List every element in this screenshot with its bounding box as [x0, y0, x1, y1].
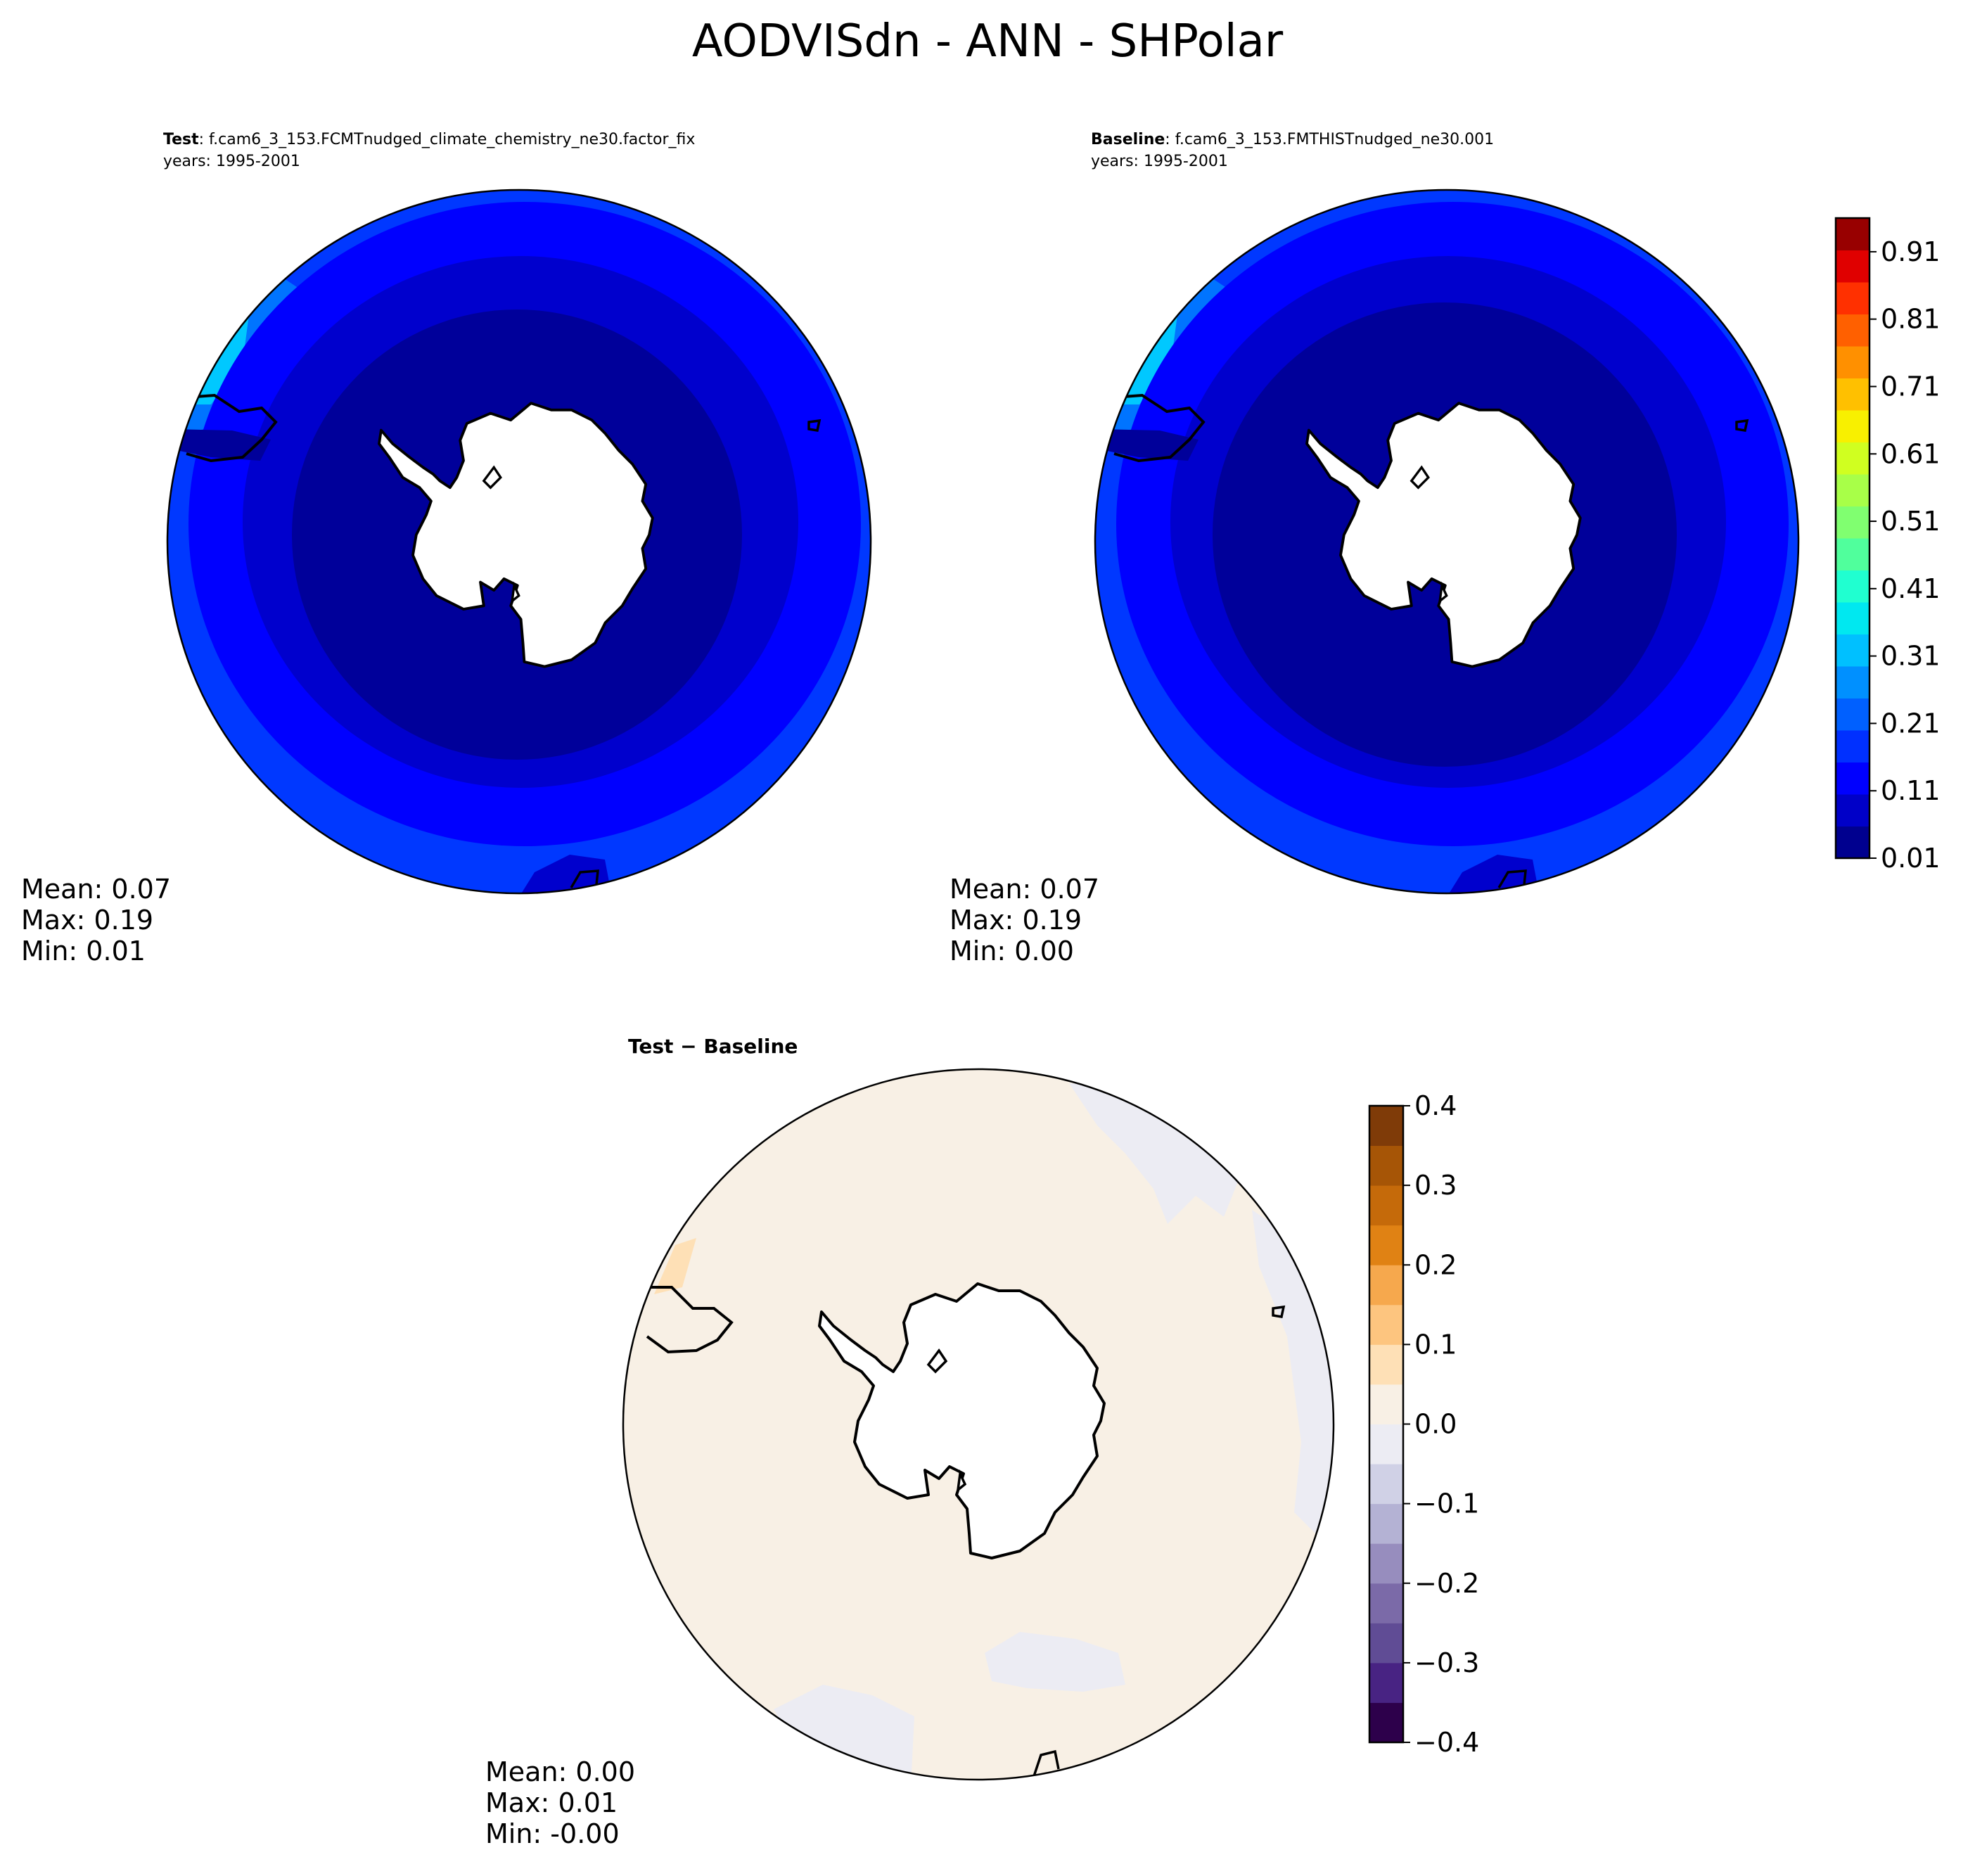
map-difference-pos-patch — [654, 1238, 696, 1294]
colorbar-main-tick-label: 0.41 — [1881, 573, 1941, 604]
map-test-coast-peninsula — [175, 393, 278, 463]
colorbar-main-segment — [1836, 730, 1869, 762]
colorbar-main-segment — [1836, 250, 1869, 283]
map-test-frame — [166, 189, 872, 895]
map-difference-frame — [622, 1068, 1335, 1781]
colorbar-diff-tick-label: −0.3 — [1414, 1647, 1479, 1678]
panel-test-header-bold: Test — [163, 131, 199, 148]
colorbar-diff-segment — [1369, 1424, 1403, 1465]
panel-baseline-header-text: : f.cam6_3_153.FMTHISTnudged_ne30.001 — [1165, 131, 1494, 148]
map-baseline-frame — [1094, 189, 1800, 895]
colorbar-diff-tick-label: 0.3 — [1414, 1170, 1457, 1201]
map-test — [167, 190, 871, 893]
colorbar-diff-tick-label: 0.1 — [1414, 1329, 1457, 1360]
map-baseline — [1095, 190, 1798, 893]
colorbar-main-segment — [1836, 698, 1869, 731]
panel-baseline-min: Min: 0.00 — [950, 936, 1074, 966]
colorbar-main-segment — [1836, 442, 1869, 475]
map-difference-coast-island — [1272, 1305, 1286, 1319]
colorbar-diff-segment — [1369, 1265, 1403, 1306]
colorbar-main-segment — [1836, 282, 1869, 314]
colorbar-diff: −0.4 −0.3 −0.2 −0.1 0.0 0.1 0.2 0.3 0.4 — [1368, 1090, 1479, 1758]
panel-test-years: years: 1995-2001 — [163, 153, 300, 170]
map-difference-neg-patch-top — [1069, 1083, 1238, 1224]
colorbar-diff-tick-label: 0.4 — [1414, 1090, 1457, 1121]
panel-test-min: Min: 0.01 — [21, 936, 146, 966]
panel-baseline-header-bold: Baseline — [1091, 131, 1165, 148]
map-baseline-coast-peninsula — [1103, 393, 1206, 463]
colorbar-main-frame — [1834, 217, 1871, 860]
map-difference-coast-peninsula — [637, 1286, 734, 1354]
colorbar-main-tick-label: 0.61 — [1881, 438, 1941, 469]
colorbar-main-segment — [1836, 570, 1869, 603]
panel-difference-header: Test − Baseline — [628, 1035, 798, 1058]
colorbar-main-segment — [1836, 826, 1869, 859]
colorbar-diff-tick-label: −0.2 — [1414, 1568, 1479, 1599]
colorbar-main-segment — [1836, 602, 1869, 634]
map-difference-neg-patch-bottom — [985, 1632, 1125, 1692]
colorbar-main-segment — [1836, 762, 1869, 795]
map-test-coast-bottom — [570, 869, 599, 888]
colorbar-main-tick-label: 0.21 — [1881, 708, 1941, 739]
colorbar-main-tick-label: 0.11 — [1881, 775, 1941, 806]
panel-baseline-years: years: 1995-2001 — [1091, 153, 1228, 170]
colorbar-diff-segment — [1369, 1225, 1403, 1265]
colorbar-main-segment — [1836, 666, 1869, 698]
panel-baseline-max: Max: 0.19 — [950, 905, 1082, 936]
colorbar-main-tick-label: 0.91 — [1881, 236, 1941, 267]
colorbar-main-segment — [1836, 378, 1869, 411]
panel-test-header: Test: f.cam6_3_153.FCMTnudged_climate_ch… — [163, 131, 695, 148]
colorbar-diff-segment — [1369, 1344, 1403, 1385]
map-baseline-coast-bottom — [1497, 869, 1527, 888]
panel-baseline: Baseline: f.cam6_3_153.FMTHISTnudged_ne3… — [950, 131, 1800, 966]
colorbar-diff-segment — [1369, 1145, 1403, 1186]
map-difference-neg-patch-bottom-left — [774, 1685, 914, 1780]
colorbar-main-segment — [1836, 634, 1869, 667]
colorbar-main-segment — [1836, 218, 1869, 250]
colorbar-diff-segment — [1369, 1702, 1403, 1743]
map-baseline-coast-island — [1735, 419, 1749, 433]
colorbar-diff-tick-label: 0.2 — [1414, 1249, 1457, 1280]
panel-difference-max: Max: 0.01 — [485, 1787, 618, 1818]
map-difference-coast-bottom — [1033, 1749, 1060, 1777]
colorbar-main-tick-label: 0.31 — [1881, 641, 1941, 672]
colorbar-main: 0.01 0.11 0.21 0.31 0.41 0.51 0.61 0.71 0.81 0.91 — [1834, 217, 1941, 874]
colorbar-main-tick-label: 0.81 — [1881, 304, 1941, 335]
colorbar-diff-segment — [1369, 1543, 1403, 1584]
colorbar-diff-segment — [1369, 1304, 1403, 1345]
colorbar-diff-segment — [1369, 1106, 1403, 1147]
map-test-coast-island — [807, 419, 822, 433]
colorbar-main-tick-label: 0.01 — [1881, 843, 1941, 874]
colorbar-main-segment — [1836, 506, 1869, 539]
panel-baseline-mean: Mean: 0.07 — [950, 874, 1099, 905]
colorbar-main-tick-label: 0.51 — [1881, 506, 1941, 537]
colorbar-main-tick-label: 0.71 — [1881, 371, 1941, 402]
panel-test: Test: f.cam6_3_153.FCMTnudged_climate_ch… — [21, 131, 872, 966]
panel-baseline-header: Baseline: f.cam6_3_153.FMTHISTnudged_ne3… — [1091, 131, 1494, 148]
colorbar-diff-segment — [1369, 1662, 1403, 1703]
panel-difference: Test − Baseline Mean: 0.00 Max: 0.01 Min… — [485, 1035, 1335, 1849]
panel-test-mean: Mean: 0.07 — [21, 874, 171, 905]
colorbar-diff-segment — [1369, 1464, 1403, 1505]
colorbar-diff-segment — [1369, 1384, 1403, 1424]
colorbar-diff-tick-label: −0.4 — [1414, 1727, 1479, 1758]
colorbar-diff-segment — [1369, 1623, 1403, 1664]
panel-difference-mean: Mean: 0.00 — [485, 1756, 635, 1787]
colorbar-main-segment — [1836, 538, 1869, 570]
colorbar-diff-segment — [1369, 1583, 1403, 1623]
colorbar-main-segment — [1836, 794, 1869, 827]
colorbar-main-segment — [1836, 314, 1869, 347]
colorbar-diff-segment — [1369, 1185, 1403, 1226]
colorbar-main-segment — [1836, 474, 1869, 506]
figure-title: AODVISdn - ANN - SHPolar — [692, 15, 1284, 68]
colorbar-diff-tick-label: −0.1 — [1414, 1488, 1479, 1519]
colorbar-main-segment — [1836, 410, 1869, 442]
colorbar-diff-segment — [1369, 1503, 1403, 1544]
panel-test-header-text: : f.cam6_3_153.FCMTnudged_climate_chemis… — [199, 131, 696, 148]
colorbar-main-segment — [1836, 346, 1869, 378]
panel-test-max: Max: 0.19 — [21, 905, 153, 936]
colorbar-diff-tick-label: 0.0 — [1414, 1409, 1457, 1440]
panel-difference-min: Min: -0.00 — [485, 1818, 620, 1849]
